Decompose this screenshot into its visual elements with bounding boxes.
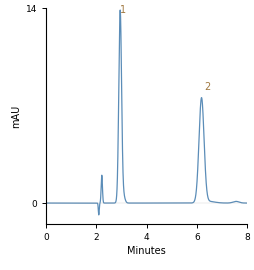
X-axis label: Minutes: Minutes	[127, 246, 165, 256]
Text: 1: 1	[120, 5, 126, 15]
Y-axis label: mAU: mAU	[11, 104, 21, 128]
Text: 2: 2	[204, 82, 210, 92]
